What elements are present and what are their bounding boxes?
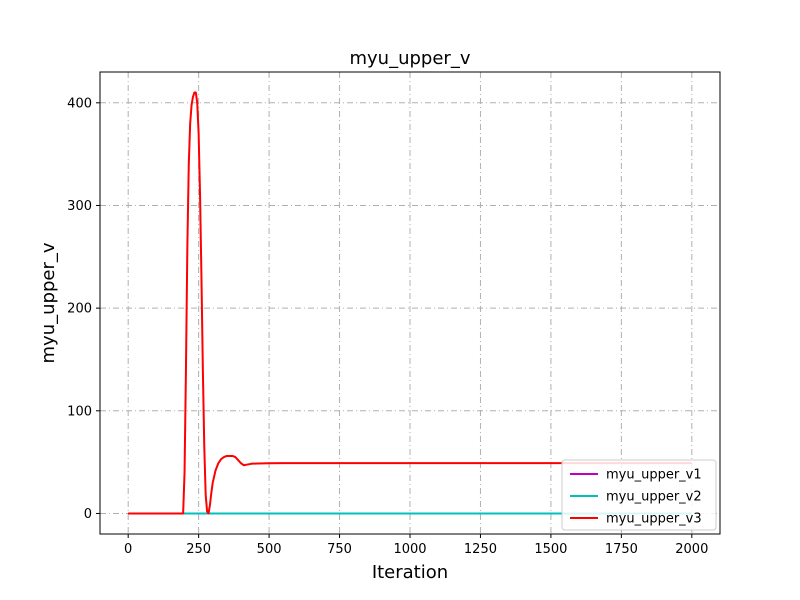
series-line-myu_upper_v3	[128, 91, 692, 515]
legend-entry: myu_upper_v1	[606, 468, 702, 483]
ticks: 0 250 500 750 1000 1250 1500 1750 2000 0 100 200 300…	[67, 96, 708, 557]
x-tick-label: 500	[257, 542, 282, 557]
x-tick-label: 1500	[534, 542, 567, 557]
legend-entry: myu_upper_v2	[606, 490, 702, 505]
x-tick-label: 250	[186, 542, 211, 557]
x-tick-label: 2000	[675, 542, 708, 557]
x-tick-label: 750	[327, 542, 352, 557]
legend: myu_upper_v1 myu_upper_v2 myu_upper_v3	[561, 459, 717, 531]
chart-title: myu_upper_v	[350, 48, 471, 69]
y-tick-label: 200	[67, 302, 92, 317]
y-tick-label: 400	[67, 96, 92, 111]
y-tick-label: 300	[67, 199, 92, 214]
x-tick-label: 0	[124, 542, 132, 557]
legend-entry: myu_upper_v3	[606, 512, 702, 527]
x-axis-label: Iteration	[372, 562, 448, 583]
y-tick-label: 100	[67, 404, 92, 419]
x-tick-label: 1000	[393, 542, 426, 557]
y-axis-label: myu_upper_v	[38, 242, 59, 363]
y-tick-label: 0	[84, 507, 92, 522]
x-tick-label: 1250	[464, 542, 497, 557]
x-tick-label: 1750	[605, 542, 638, 557]
legend-box	[561, 459, 717, 531]
